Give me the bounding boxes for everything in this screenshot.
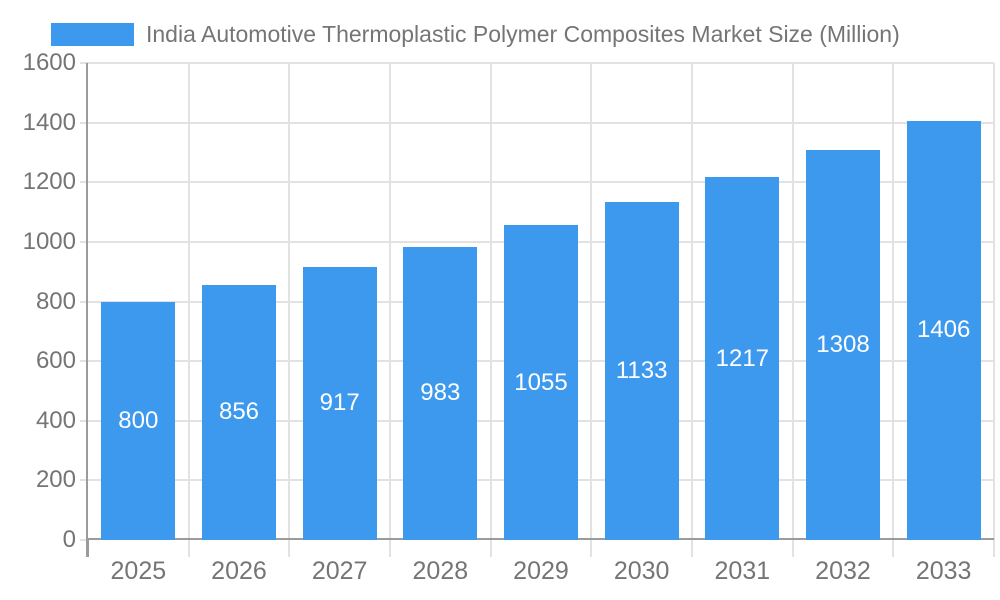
x-gridline xyxy=(791,63,794,540)
y-axis-tick xyxy=(80,539,88,541)
x-axis-tick xyxy=(288,540,291,557)
x-axis-label: 2031 xyxy=(714,557,771,585)
x-axis-tick xyxy=(791,540,794,557)
y-axis-tick xyxy=(80,360,88,363)
y-axis-label: 400 xyxy=(35,406,76,434)
chart-title: India Automotive Thermoplastic Polymer C… xyxy=(146,21,900,47)
y-axis-label: 0 xyxy=(62,526,76,553)
y-gridline xyxy=(88,62,994,64)
bar-2027[interactable] xyxy=(302,266,377,540)
x-axis-tick xyxy=(993,540,995,557)
y-axis-label: 1000 xyxy=(22,227,76,255)
x-axis-label: 2032 xyxy=(815,557,871,585)
y-axis-tick xyxy=(80,181,88,184)
y-axis-label: 800 xyxy=(35,287,76,315)
y-axis-label: 1600 xyxy=(22,49,76,76)
x-gridline xyxy=(590,63,593,540)
x-axis-tick xyxy=(389,540,391,557)
y-axis-label: 1400 xyxy=(22,108,76,136)
legend-item[interactable]: India Automotive Thermoplastic Polymer C… xyxy=(51,21,900,48)
bar-2026[interactable] xyxy=(202,284,276,540)
x-gridline xyxy=(187,63,190,540)
bar-value-label: 983 xyxy=(420,379,461,407)
x-axis-label: 2027 xyxy=(311,557,368,585)
bar-2032[interactable] xyxy=(806,150,880,540)
x-gridline xyxy=(288,63,291,540)
y-axis-label: 600 xyxy=(35,347,76,375)
bar-2031[interactable] xyxy=(705,177,780,540)
y-axis-tick xyxy=(80,62,88,64)
bar-2033[interactable] xyxy=(906,120,981,540)
x-axis-tick xyxy=(187,540,190,557)
x-gridline xyxy=(489,63,492,540)
x-axis-label: 2026 xyxy=(211,557,267,585)
x-axis-label: 2033 xyxy=(915,557,972,585)
y-axis-tick xyxy=(80,300,88,303)
x-axis-label: 2028 xyxy=(412,557,469,585)
bar-2028[interactable] xyxy=(403,246,478,540)
bar-2029[interactable] xyxy=(504,225,578,540)
x-axis-label: 2030 xyxy=(613,557,670,585)
y-axis-tick xyxy=(80,121,88,124)
x-axis-tick xyxy=(892,540,895,557)
y-axis-line xyxy=(86,63,88,557)
y-axis-tick xyxy=(80,419,88,422)
x-axis-tick xyxy=(590,540,593,557)
bar-value-label: 856 xyxy=(218,398,260,426)
x-gridline xyxy=(892,63,895,540)
bar-value-label: 1133 xyxy=(615,357,668,385)
x-gridline xyxy=(691,63,693,540)
bar-value-label: 1308 xyxy=(816,331,870,359)
bar-value-label: 1217 xyxy=(715,344,770,372)
y-gridline xyxy=(88,181,994,184)
x-axis-tick xyxy=(489,540,492,557)
x-axis-tick xyxy=(691,540,693,557)
y-axis-tick xyxy=(80,479,88,482)
bar-value-label: 800 xyxy=(118,406,159,434)
bar-2025[interactable] xyxy=(101,301,176,540)
legend-swatch-icon xyxy=(51,23,134,46)
x-gridline xyxy=(389,63,391,540)
x-axis-label: 2025 xyxy=(110,557,167,585)
x-axis-label: 2029 xyxy=(513,557,569,585)
bar-value-label: 1055 xyxy=(514,368,568,396)
y-axis-label: 200 xyxy=(35,466,76,494)
bar-value-label: 917 xyxy=(319,389,360,417)
bar-value-label: 1406 xyxy=(916,316,971,344)
bar-2030[interactable] xyxy=(604,202,679,540)
y-gridline xyxy=(88,121,994,124)
y-axis-tick xyxy=(80,240,88,243)
y-axis-label: 1200 xyxy=(22,168,76,196)
x-gridline xyxy=(993,63,995,540)
x-axis-tick xyxy=(87,540,89,557)
